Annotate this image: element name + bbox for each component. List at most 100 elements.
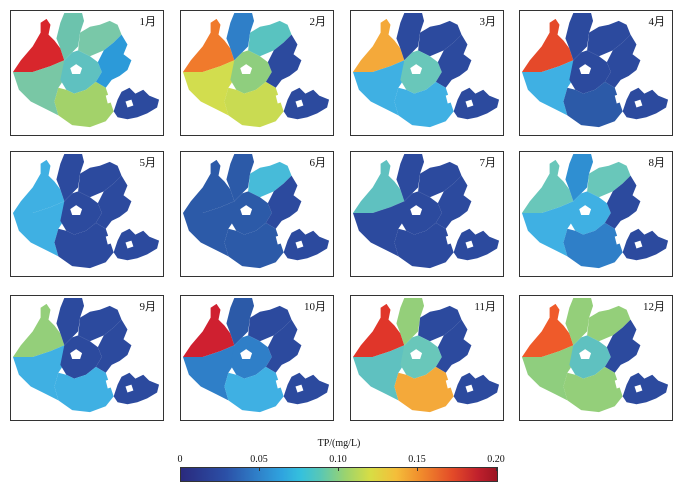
region-ne: [78, 305, 122, 342]
island-2: [445, 234, 454, 245]
region-nw: [521, 303, 574, 358]
region-s: [563, 366, 623, 413]
island-1: [70, 349, 83, 359]
region-n: [565, 297, 594, 346]
region-c: [569, 50, 611, 94]
colorbar-tick-3: 0.15: [408, 454, 426, 465]
region-n: [565, 153, 594, 202]
region-w: [352, 201, 407, 257]
region-se: [453, 372, 500, 405]
month-label: 8月: [648, 157, 666, 169]
region-c: [60, 335, 102, 379]
region-w: [352, 345, 407, 401]
month-label: 10月: [304, 301, 326, 313]
region-e: [435, 319, 472, 373]
region-se: [622, 228, 669, 261]
region-w: [521, 345, 576, 401]
region-s: [563, 81, 623, 128]
map-panel-7: 7月: [350, 151, 504, 277]
region-n: [396, 12, 425, 61]
region-s: [224, 222, 284, 269]
lake-map: [182, 12, 330, 128]
region-w: [352, 60, 407, 116]
region-nw: [182, 18, 235, 73]
region-n: [226, 153, 255, 202]
island-1: [410, 64, 423, 74]
map-panel-3: 3月: [350, 10, 504, 136]
region-se: [453, 228, 500, 261]
region-e: [604, 319, 641, 373]
lake-map: [521, 297, 669, 413]
island-2: [105, 234, 114, 245]
month-label: 6月: [309, 157, 327, 169]
region-w: [521, 60, 576, 116]
region-nw: [352, 303, 405, 358]
island-1: [70, 205, 83, 215]
region-w: [182, 60, 237, 116]
colorbar-tick-0: 0: [177, 454, 183, 465]
region-ne: [248, 161, 292, 198]
colorbar-tick-2: 0.10: [329, 454, 347, 465]
region-n: [565, 12, 594, 61]
region-nw: [182, 303, 235, 358]
month-label: 12月: [643, 301, 665, 313]
region-n: [226, 297, 255, 346]
region-c: [400, 191, 442, 235]
region-s: [54, 366, 114, 413]
region-se: [113, 372, 160, 405]
region-e: [265, 34, 302, 88]
region-w: [521, 201, 576, 257]
lake-map: [352, 12, 500, 128]
colorbar: TP/(mg/L) 0 0.05 0.10 0.15 0.20: [177, 438, 505, 484]
region-ne: [78, 161, 122, 198]
region-w: [12, 345, 67, 401]
region-ne: [248, 305, 292, 342]
lake-map: [352, 153, 500, 269]
colorbar-tick-mark-4: [496, 467, 497, 471]
island-1: [240, 64, 253, 74]
map-panel-6: 6月: [180, 151, 334, 277]
region-c: [569, 335, 611, 379]
region-c: [230, 335, 272, 379]
island-1: [240, 349, 253, 359]
map-panel-11: 11月: [350, 295, 504, 421]
colorbar-tick-mark-2: [338, 467, 339, 471]
region-s: [224, 81, 284, 128]
region-se: [622, 87, 669, 120]
island-3: [634, 384, 643, 393]
island-3: [465, 240, 474, 249]
region-e: [435, 175, 472, 229]
region-e: [95, 34, 132, 88]
region-c: [400, 335, 442, 379]
island-2: [275, 234, 284, 245]
island-1: [579, 349, 592, 359]
region-c: [400, 50, 442, 94]
region-n: [56, 153, 85, 202]
region-w: [12, 201, 67, 257]
region-nw: [521, 18, 574, 73]
region-ne: [78, 20, 122, 57]
month-label: 4月: [648, 16, 666, 28]
colorbar-tick-4: 0.20: [487, 454, 505, 465]
region-s: [394, 81, 454, 128]
region-e: [95, 319, 132, 373]
island-3: [634, 99, 643, 108]
region-c: [60, 50, 102, 94]
island-2: [445, 378, 454, 389]
island-2: [275, 378, 284, 389]
island-3: [125, 384, 134, 393]
region-s: [394, 222, 454, 269]
region-nw: [182, 159, 235, 214]
lake-map: [352, 297, 500, 413]
region-nw: [352, 18, 405, 73]
region-se: [453, 87, 500, 120]
island-3: [295, 384, 304, 393]
island-3: [465, 99, 474, 108]
region-ne: [418, 305, 462, 342]
region-se: [283, 228, 330, 261]
region-se: [113, 87, 160, 120]
colorbar-gradient: [180, 467, 498, 482]
island-3: [125, 99, 134, 108]
region-e: [95, 175, 132, 229]
region-s: [54, 81, 114, 128]
